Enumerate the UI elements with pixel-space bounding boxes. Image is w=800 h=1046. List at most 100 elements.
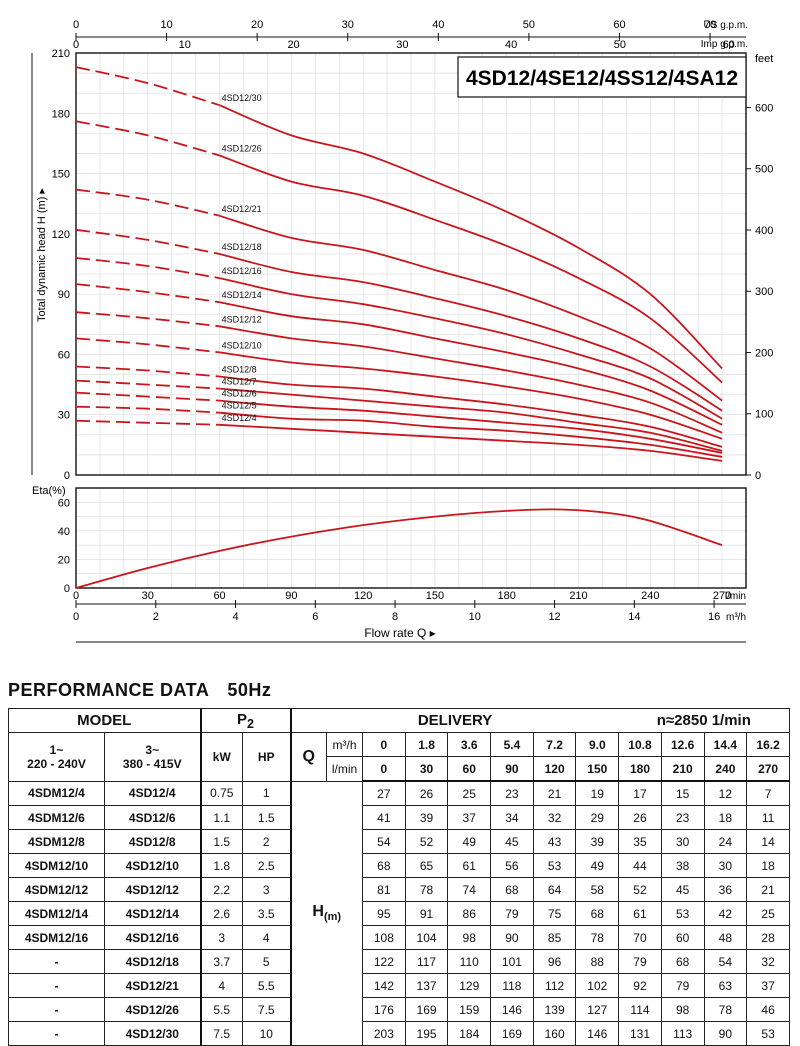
imp-gpm-tick-label: 30 [396,39,408,51]
head-value: 79 [490,901,534,926]
curve-4SD12/8 [219,375,723,448]
power-hp: 7.5 [242,997,292,1022]
head-value: 30 [660,829,705,854]
head-value: 68 [575,901,620,926]
m3h-tick-label: 4 [232,611,238,623]
q-lmin-value: 210 [660,756,705,782]
table-row: 4SDM12/4 4SD12/4 0.75 1 H(m) 27 26 25 23 21 19 17 15… [8,780,790,1046]
eta-tick-label: 40 [58,526,70,538]
curve-label: 4SD12/14 [222,290,262,300]
power-hp: 5 [242,949,292,974]
head-value: 85 [532,925,577,950]
kw-header: kW [200,732,244,782]
head-value: 28 [746,925,790,950]
table-row: 4SDM12/10 4SD12/10 1.8 2.5 68 65 61 56 53 49 44 38 3… [8,853,790,878]
model-single-phase: 4SDM12/14 [8,901,105,926]
feet-axis-label: feet [755,53,773,65]
head-value: 14 [746,829,790,854]
power-kw: 1.1 [200,805,244,830]
head-value: 18 [746,853,790,878]
q-m3h-value: 5.4 [490,732,534,757]
curve-dashed-4SD12/7 [75,379,220,390]
curve-4SD12/16 [219,277,723,420]
imp-gpm-axis-label: Imp g.p.m. [701,39,748,50]
table-row: 4SDM12/12 4SD12/12 2.2 3 81 78 74 68 64 58 52 45 36 2… [8,877,790,902]
m3h-tick-label: 8 [392,611,398,623]
chart-title: 4SD12/4SE12/4SS12/4SA12 [466,67,738,90]
head-value: 159 [447,997,492,1022]
curve-label: 4SD12/5 [222,401,257,411]
head-value: 203 [362,1021,406,1046]
lmin-tick-label: 150 [426,590,444,602]
power-hp: 2 [242,829,292,854]
us-gpm-tick-label: 30 [342,19,354,31]
head-value: 24 [703,829,748,854]
head-value: 68 [660,949,705,974]
curve-4SD12/10 [219,351,723,440]
q-m3h-value: 0 [362,732,406,757]
power-hp: 1 [242,780,292,806]
m3h-axis-label: m³/h [726,612,746,623]
us-gpm-axis-label: US g.p.m. [704,20,748,31]
lmin-tick-label: 90 [285,590,297,602]
head-value: 88 [575,949,620,974]
q-m3h-value: 7.2 [532,732,577,757]
table-row: 4SDM12/16 4SD12/16 3 4 108 104 98 90 85 78 70 60 48 2… [8,925,790,950]
q-lmin-value: 120 [532,756,577,782]
head-value: 61 [447,853,492,878]
model-three-phase: 4SD12/30 [103,1021,202,1046]
head-value: 49 [447,829,492,854]
head-value: 17 [618,780,662,806]
imp-gpm-tick-label: 60 [723,39,735,51]
feet-tick-label: 600 [755,102,773,114]
lmin-tick-label: 60 [213,590,225,602]
head-value: 52 [404,829,449,854]
head-value: 11 [746,805,790,830]
performance-frequency: 50Hz [227,680,272,700]
m3h-tick-label: 16 [708,611,720,623]
q-unit-lmin: l/min [326,756,364,782]
head-value: 146 [490,997,534,1022]
head-value: 104 [404,925,449,950]
curve-dashed-4SD12/18 [75,228,220,255]
performance-table: MODEL P2 DELIVERY n≈2850 1/min 1~ 220 - 2… [7,708,790,1046]
model-single-phase: - [8,973,105,998]
head-value: 68 [490,877,534,902]
head-value: 23 [660,805,705,830]
power-hp: 3 [242,877,292,902]
lmin-tick-label: 30 [142,590,154,602]
head-value: 101 [490,949,534,974]
table-row: 4SDM12/6 4SD12/6 1.1 1.5 41 39 37 34 32 29 26 23 18 1… [8,805,790,830]
head-value: 195 [404,1021,449,1046]
head-tick-label: 120 [52,229,70,241]
lmin-tick-label: 240 [641,590,659,602]
head-value: 26 [618,805,662,830]
curve-label: 4SD12/18 [222,242,262,252]
curve-label: 4SD12/16 [222,266,262,276]
head-value: 42 [703,901,748,926]
head-value: 113 [660,1021,705,1046]
head-value: 45 [490,829,534,854]
head-value: 61 [618,901,662,926]
curve-dashed-4SD12/30 [75,66,220,107]
head-value: 15 [660,780,705,806]
head-value: 27 [362,780,406,806]
head-value: 32 [532,805,577,830]
feet-tick-label: 0 [755,470,761,482]
head-tick-label: 0 [64,470,70,482]
power-kw: 1.8 [200,853,244,878]
model-three-phase: 4SD12/16 [103,925,202,950]
power-hp: 4 [242,925,292,950]
curve-label: 4SD12/10 [222,340,262,350]
power-kw: 2.2 [200,877,244,902]
head-value: 54 [362,829,406,854]
model-three-phase: 4SD12/26 [103,997,202,1022]
feet-tick-label: 500 [755,164,773,176]
m3h-tick-label: 14 [628,611,640,623]
power-kw: 2.6 [200,901,244,926]
q-lmin-value: 180 [618,756,662,782]
curve-4SD12/14 [219,301,723,426]
head-value: 112 [532,973,577,998]
head-value: 78 [575,925,620,950]
